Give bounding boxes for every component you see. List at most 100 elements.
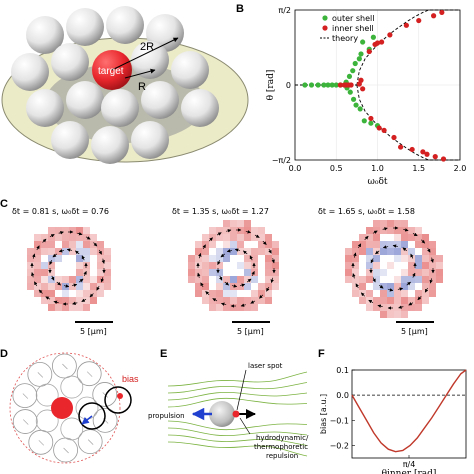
density-cell <box>422 269 429 276</box>
density-cell <box>216 227 223 234</box>
outer-shell-point <box>368 120 374 126</box>
inner-particle <box>60 375 84 399</box>
density-cell <box>401 248 408 255</box>
density-cell <box>265 255 272 262</box>
density-cell <box>373 304 380 311</box>
density-cell <box>48 304 55 311</box>
density-cell <box>223 255 230 262</box>
flow-arrow <box>205 291 210 296</box>
density-cell <box>90 290 97 297</box>
density-cell <box>48 227 55 234</box>
density-cell <box>380 241 387 248</box>
density-cell <box>272 255 279 262</box>
highlight-particle <box>78 402 106 430</box>
density-cell <box>366 241 373 248</box>
density-cell <box>41 283 48 290</box>
density-cell <box>223 304 230 311</box>
density-cell <box>83 276 90 283</box>
outer-shell-point <box>353 102 359 108</box>
density-cell <box>76 241 83 248</box>
density-cell <box>27 255 34 262</box>
density-cell <box>230 248 237 255</box>
flow-arrow <box>216 232 222 236</box>
inner-shell-point <box>403 22 409 28</box>
neighbor-particle <box>92 382 118 407</box>
density-cell <box>359 290 366 297</box>
density-cell <box>401 241 408 248</box>
flow-arrow <box>270 277 274 284</box>
inner-shell-point <box>374 40 381 46</box>
density-cell <box>195 248 202 255</box>
density-cell <box>387 311 394 318</box>
density-cell <box>244 276 251 283</box>
density-cell <box>251 269 258 276</box>
outer-shell-point <box>358 51 364 57</box>
density-cell <box>387 248 394 255</box>
density-cell <box>55 297 62 304</box>
density-cell <box>366 276 373 283</box>
particle <box>51 121 89 159</box>
streamline <box>167 398 308 408</box>
density-cell <box>202 255 209 262</box>
density-cell <box>251 248 258 255</box>
caption-c1: δt = 0.81 s, ω₀δt = 0.76 <box>12 207 109 216</box>
density-cell <box>359 276 366 283</box>
flow-map-3 <box>345 220 443 318</box>
density-cell <box>394 241 401 248</box>
density-cell <box>408 248 415 255</box>
flow-arrow <box>364 235 369 240</box>
flow-arrow <box>243 250 248 255</box>
density-cell <box>34 248 41 255</box>
density-cell <box>244 297 251 304</box>
outer-shell-point <box>357 106 363 112</box>
density-cell <box>48 283 55 290</box>
density-cell <box>188 262 195 269</box>
density-cell <box>104 255 111 262</box>
density-cell <box>373 234 380 241</box>
density-cell <box>408 262 415 269</box>
density-cell <box>48 234 55 241</box>
density-cell <box>195 241 202 248</box>
neighbor-arrow <box>23 419 29 425</box>
streamline <box>167 427 308 436</box>
density-cell <box>83 262 90 269</box>
density-cell <box>27 283 34 290</box>
density-cell <box>216 262 223 269</box>
x-tick-label: 0.5 <box>330 164 343 173</box>
density-cell <box>373 255 380 262</box>
density-cell <box>415 241 422 248</box>
y-axis-label: θ [rad] <box>266 70 276 101</box>
density-cell <box>422 262 429 269</box>
flow-arrow <box>245 230 252 234</box>
flow-arrow <box>224 281 229 286</box>
density-cell <box>265 283 272 290</box>
density-cell <box>90 297 97 304</box>
y-tick-label: 0 <box>286 81 291 90</box>
theory-line-lower <box>356 84 460 161</box>
density-cell <box>401 227 408 234</box>
neighbor-arrow <box>38 440 45 446</box>
density-cell <box>422 248 429 255</box>
density-cell <box>237 227 244 234</box>
density-cell <box>34 290 41 297</box>
flow-arrow <box>34 281 38 287</box>
density-cell <box>34 269 41 276</box>
density-cell <box>237 283 244 290</box>
density-cell <box>76 269 83 276</box>
density-cell <box>352 255 359 262</box>
density-cell <box>230 290 237 297</box>
flow-arrow <box>197 272 201 278</box>
bias-curve <box>351 369 467 453</box>
flow-arrow <box>226 229 232 233</box>
flow-arrow <box>31 272 35 278</box>
density-cell <box>209 297 216 304</box>
density-cell <box>97 262 104 269</box>
flow-map-1 <box>27 227 111 311</box>
density-cell <box>90 234 97 241</box>
flow-arrow <box>100 277 104 283</box>
density-cell <box>415 255 422 262</box>
density-cell <box>408 283 415 290</box>
density-cell <box>401 311 408 318</box>
flow-arrow <box>79 278 84 283</box>
density-cell <box>373 220 380 227</box>
